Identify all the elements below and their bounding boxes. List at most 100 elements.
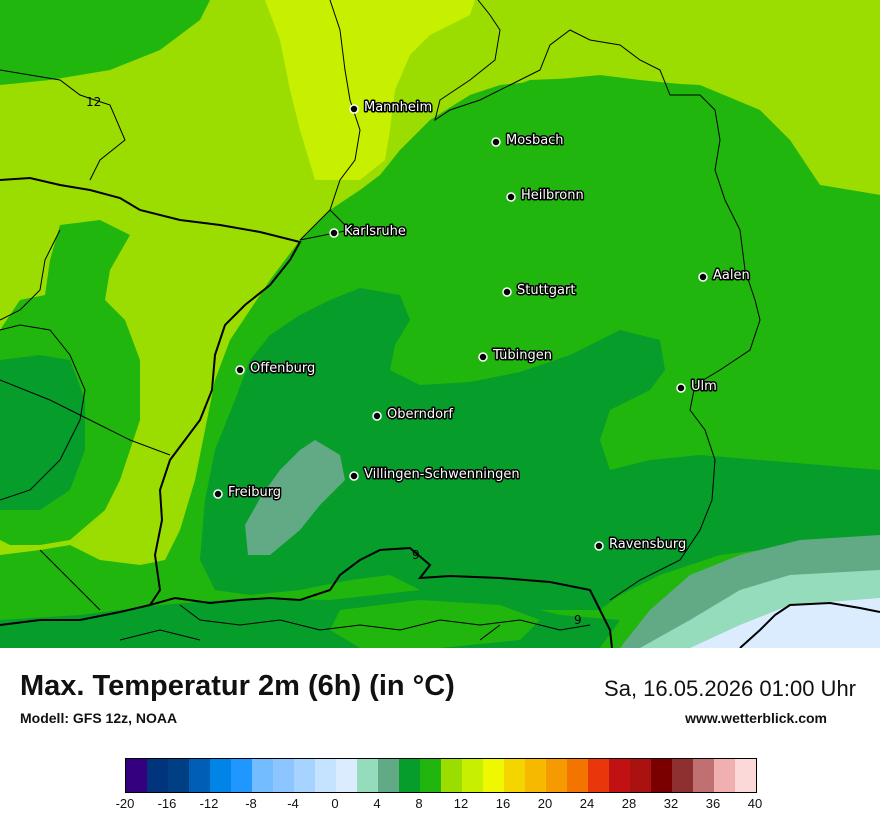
- zone-bright-green-south-strip: [330, 600, 540, 648]
- temperature-map[interactable]: 12 9 9 Mannheim Mosbach Heilbronn Karlsr…: [0, 0, 880, 648]
- city-label: Heilbronn: [521, 188, 584, 203]
- border-bw-hesse: [299, 0, 361, 241]
- legend-swatch: [231, 759, 252, 792]
- zone-light-green: [0, 0, 880, 565]
- contour-label-9-north: 9: [412, 548, 420, 562]
- city-dot: [213, 489, 223, 499]
- legend-swatch: [126, 759, 147, 792]
- city-label: Villingen-Schwenningen: [364, 467, 520, 482]
- legend-swatch: [378, 759, 399, 792]
- legend-swatch: [714, 759, 735, 792]
- borders: [0, 0, 880, 648]
- zone-green-northwest: [0, 0, 210, 85]
- city-dot: [491, 137, 501, 147]
- map-canvas: 12 9 9 Mannheim Mosbach Heilbronn Karlsr…: [0, 0, 880, 648]
- legend-swatch: [567, 759, 588, 792]
- legend-swatch: [273, 759, 294, 792]
- legend-swatch: [483, 759, 504, 792]
- city-dot: [698, 272, 708, 282]
- city-dot: [594, 541, 604, 551]
- legend-tick-label: 32: [663, 796, 679, 811]
- zone-pale-blue-alps: [690, 598, 880, 648]
- legend-tick-label: 8: [415, 796, 423, 811]
- legend-swatch: [210, 759, 231, 792]
- legend-swatch: [168, 759, 189, 792]
- zone-dark-green-west-pocket: [0, 355, 85, 510]
- legend-tick-label: -16: [157, 796, 177, 811]
- city-tuebingen[interactable]: Tübingen: [478, 347, 554, 365]
- legend-swatch: [294, 759, 315, 792]
- model-info: Modell: GFS 12z, NOAA: [20, 710, 178, 726]
- legend-swatch: [357, 759, 378, 792]
- legend-swatch: [693, 759, 714, 792]
- city-ravensburg[interactable]: Ravensburg: [594, 536, 688, 554]
- legend-swatch: [462, 759, 483, 792]
- border-vosges: [0, 229, 61, 321]
- legend-swatch: [588, 759, 609, 792]
- city-label: Mosbach: [506, 133, 564, 148]
- legend-tick-label: 20: [537, 796, 553, 811]
- legend-tick-label: 0: [331, 796, 339, 811]
- city-mannheim[interactable]: Mannheim: [349, 99, 434, 117]
- legend-tick-label: -20: [115, 796, 135, 811]
- color-legend: [125, 758, 757, 793]
- legend-tick-label: -12: [199, 796, 219, 811]
- zone-yellow-green: [265, 0, 475, 180]
- legend-tick-label: 4: [373, 796, 381, 811]
- zone-gray-green-black-forest: [245, 440, 345, 555]
- map-title: Max. Temperatur 2m (6h) (in °C): [20, 670, 455, 702]
- contour-label-12: 12: [86, 95, 101, 109]
- city-dot: [506, 192, 516, 202]
- legend-tick-label: 28: [621, 796, 637, 811]
- legend-swatch: [441, 759, 462, 792]
- footer: Max. Temperatur 2m (6h) (in °C) Modell: …: [0, 648, 880, 830]
- border-bw-bavaria: [434, 0, 761, 601]
- city-dot: [478, 352, 488, 362]
- border-swiss-cantons: [119, 604, 591, 641]
- city-dot: [349, 471, 359, 481]
- city-aalen[interactable]: Aalen: [698, 267, 751, 285]
- legend-swatch: [252, 759, 273, 792]
- city-offenburg[interactable]: Offenburg: [235, 360, 317, 378]
- city-dot: [235, 365, 245, 375]
- city-label: Ravensburg: [609, 537, 686, 552]
- legend-swatch: [399, 759, 420, 792]
- city-oberndorf[interactable]: Oberndorf: [372, 406, 455, 424]
- legend-tick-label: 40: [747, 796, 763, 811]
- website-link[interactable]: www.wetterblick.com: [685, 710, 827, 726]
- city-label: Oberndorf: [387, 407, 453, 422]
- zone-dark-green: [200, 288, 880, 610]
- city-ulm[interactable]: Ulm: [676, 378, 718, 396]
- city-freiburg[interactable]: Freiburg: [213, 484, 283, 502]
- forecast-datetime: Sa, 16.05.2026 01:00 Uhr: [604, 676, 856, 701]
- city-dot: [372, 411, 382, 421]
- border-switzerland: [0, 546, 613, 648]
- legend-swatch: [546, 759, 567, 792]
- legend-swatch: [630, 759, 651, 792]
- city-karlsruhe[interactable]: Karlsruhe: [329, 223, 407, 241]
- legend-tick-label: -8: [245, 796, 257, 811]
- legend-swatch: [336, 759, 357, 792]
- city-dot: [502, 287, 512, 297]
- city-dot: [329, 228, 339, 238]
- legend-swatch: [609, 759, 630, 792]
- border-rhine-france: [0, 176, 302, 606]
- city-heilbronn[interactable]: Heilbronn: [506, 187, 585, 205]
- legend-tick-label: -4: [287, 796, 299, 811]
- city-label: Freiburg: [228, 485, 281, 500]
- legend-tick-label: 12: [453, 796, 469, 811]
- city-label: Ulm: [691, 379, 717, 394]
- city-label: Mannheim: [364, 100, 432, 115]
- city-label: Offenburg: [250, 361, 315, 376]
- border-france-internal: [0, 324, 171, 611]
- city-label: Stuttgart: [517, 283, 575, 298]
- legend-tick-label: 16: [495, 796, 511, 811]
- legend-swatch: [189, 759, 210, 792]
- city-label: Tübingen: [492, 348, 552, 363]
- legend-tick-label: 36: [705, 796, 721, 811]
- city-label: Karlsruhe: [344, 224, 406, 239]
- city-stuttgart[interactable]: Stuttgart: [502, 282, 577, 300]
- city-villingen-schwenningen[interactable]: Villingen-Schwenningen: [349, 466, 521, 484]
- legend-swatch: [504, 759, 525, 792]
- city-mosbach[interactable]: Mosbach: [491, 132, 565, 150]
